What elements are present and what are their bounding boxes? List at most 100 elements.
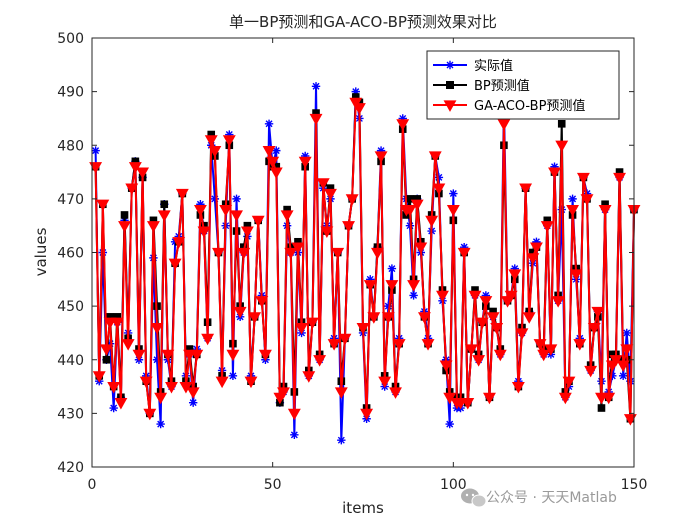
series-3-point <box>121 339 135 351</box>
series-3-point <box>107 381 121 394</box>
series-3-point <box>334 387 348 399</box>
series-2-point <box>471 286 479 294</box>
series-3-point <box>237 247 251 260</box>
series-3-point <box>522 312 536 324</box>
series-1-point <box>434 173 444 182</box>
series-3-point <box>374 151 388 163</box>
series-3-point <box>392 339 406 351</box>
series-3-point <box>562 376 576 389</box>
series-2-point <box>351 93 360 101</box>
series-2-point <box>272 162 281 171</box>
series-2-point <box>207 130 216 139</box>
series-1-point <box>384 301 393 311</box>
series-1-point <box>568 194 577 204</box>
series-3-point <box>464 344 478 356</box>
series-2-point <box>283 205 291 214</box>
series-3-point <box>316 178 330 190</box>
series-3-point <box>363 280 377 292</box>
series-3-point <box>497 119 511 131</box>
series-3-point <box>222 135 236 147</box>
series-3-point <box>197 226 211 238</box>
series-2-point <box>120 211 129 219</box>
series-3-point <box>537 349 551 362</box>
series-3-point <box>168 258 182 271</box>
series-3-point <box>551 296 565 308</box>
series-3-point <box>327 339 341 351</box>
series-3-point <box>128 162 142 174</box>
series-3-point <box>504 290 518 303</box>
series-1-point <box>290 430 299 440</box>
series-3-point <box>233 306 247 319</box>
legend-item-3: GA-ACO-BP预测值 <box>433 98 585 114</box>
series-1-point <box>105 339 115 348</box>
series-3-point <box>179 381 193 394</box>
y-tick-label: 460 <box>57 246 84 262</box>
series-3-point <box>389 387 402 399</box>
series-3-point <box>371 247 384 260</box>
series-1-point <box>337 435 346 445</box>
series-1-point <box>445 419 454 429</box>
series-3-point <box>92 371 106 383</box>
series-3-point <box>255 296 269 308</box>
series-1-point <box>387 264 397 273</box>
series-3-point <box>468 290 482 303</box>
series-3-point <box>248 312 262 324</box>
series-3-point <box>558 392 572 405</box>
series-3-point <box>100 344 113 356</box>
series-layer <box>89 82 641 445</box>
series-3-point <box>403 205 417 217</box>
series-3-point <box>139 376 153 389</box>
legend-marker <box>445 60 455 70</box>
series-1-point <box>156 419 165 429</box>
series-3-point <box>262 146 276 158</box>
ticks-layer: 0 50 100 150 420 430 440 450 460 470 480 490 500 <box>57 31 647 493</box>
legend-marker <box>446 81 454 89</box>
series-3-point <box>356 322 370 335</box>
legend-label: BP预测值 <box>474 78 530 94</box>
series-2-point <box>102 355 111 364</box>
series-3-point <box>410 199 424 212</box>
series-1-point <box>449 189 458 198</box>
legend-item-2: BP预测值 <box>433 78 530 94</box>
series-2-point <box>529 248 537 257</box>
series-3-point <box>146 221 160 233</box>
series-1-point <box>376 146 386 155</box>
series-3-point <box>555 140 569 153</box>
series-3-point <box>154 392 168 405</box>
series-1-point <box>550 162 559 171</box>
series-3-point <box>302 371 316 383</box>
series-3-point <box>360 408 374 421</box>
series-3-point <box>280 210 294 222</box>
y-tick-label: 470 <box>57 192 84 208</box>
series-3-point <box>515 328 529 340</box>
chart-title: 单一BP预测和GA-ACO-BP预测效果对比 <box>229 13 497 31</box>
series-3-point <box>381 312 395 324</box>
series-3-point <box>591 306 605 319</box>
series-3-point <box>425 215 439 228</box>
series-3-point <box>475 317 489 330</box>
series-3-point <box>548 167 561 179</box>
series-3-line <box>94 101 635 420</box>
series-3-point <box>298 156 312 169</box>
series-3-point <box>291 242 305 255</box>
series-3-point <box>215 376 229 389</box>
series-2-point <box>601 200 609 209</box>
series-1-point <box>618 371 628 381</box>
series-2-point <box>160 200 169 209</box>
series-1-point <box>300 151 310 161</box>
series-3-point <box>533 339 547 351</box>
series-3-point <box>609 355 623 367</box>
series-3-point <box>613 172 626 185</box>
x-axis-label: items <box>342 499 384 517</box>
series-1-point <box>225 130 234 139</box>
series-1-point <box>109 403 118 413</box>
series-2-point <box>326 184 335 192</box>
y-tick-label: 500 <box>57 31 84 47</box>
series-1-point <box>622 328 631 338</box>
series-3-point <box>269 167 283 179</box>
series-3-point <box>132 349 146 362</box>
series-3-point <box>212 247 225 260</box>
series-2-point <box>406 195 414 203</box>
series-2-point <box>489 307 497 316</box>
